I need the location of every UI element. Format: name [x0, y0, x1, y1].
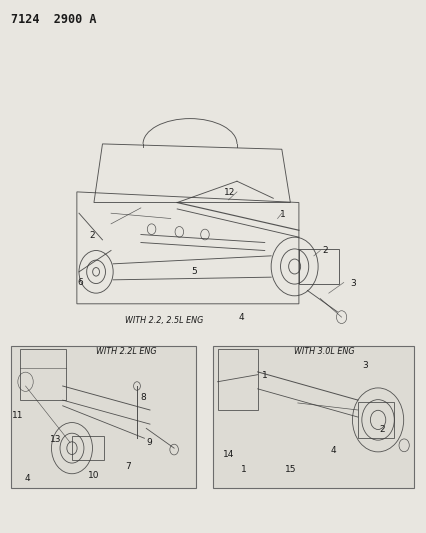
Text: 2: 2 — [89, 231, 95, 240]
Bar — [357, 401, 393, 438]
Text: 1: 1 — [241, 465, 247, 473]
Text: 13: 13 — [50, 435, 61, 444]
Text: 11: 11 — [12, 411, 23, 420]
Text: WITH 2.2, 2.5L ENG: WITH 2.2, 2.5L ENG — [125, 317, 203, 325]
Text: 2: 2 — [322, 246, 327, 255]
Text: 4: 4 — [25, 474, 31, 482]
Text: 4: 4 — [329, 446, 335, 455]
Text: 3: 3 — [361, 361, 367, 369]
Bar — [11, 346, 196, 488]
Bar — [213, 346, 413, 488]
Text: 4: 4 — [238, 313, 244, 321]
Text: 6: 6 — [77, 278, 83, 287]
Text: 8: 8 — [140, 393, 146, 401]
Bar — [72, 437, 104, 460]
Text: 3: 3 — [349, 279, 355, 288]
Text: 14: 14 — [222, 450, 233, 458]
Text: 2: 2 — [378, 425, 384, 433]
Text: 5: 5 — [191, 268, 197, 276]
Text: 7: 7 — [125, 462, 131, 471]
Text: 12: 12 — [224, 189, 235, 197]
Text: WITH 3.0L ENG: WITH 3.0L ENG — [294, 347, 354, 356]
Text: WITH 2.2L ENG: WITH 2.2L ENG — [95, 347, 156, 356]
Text: 10: 10 — [88, 471, 99, 480]
Text: 1: 1 — [279, 210, 285, 219]
Text: 15: 15 — [284, 465, 295, 473]
Bar — [298, 249, 339, 284]
Text: 9: 9 — [146, 438, 152, 447]
Text: 1: 1 — [261, 372, 267, 380]
Text: 7124  2900 A: 7124 2900 A — [11, 13, 96, 26]
